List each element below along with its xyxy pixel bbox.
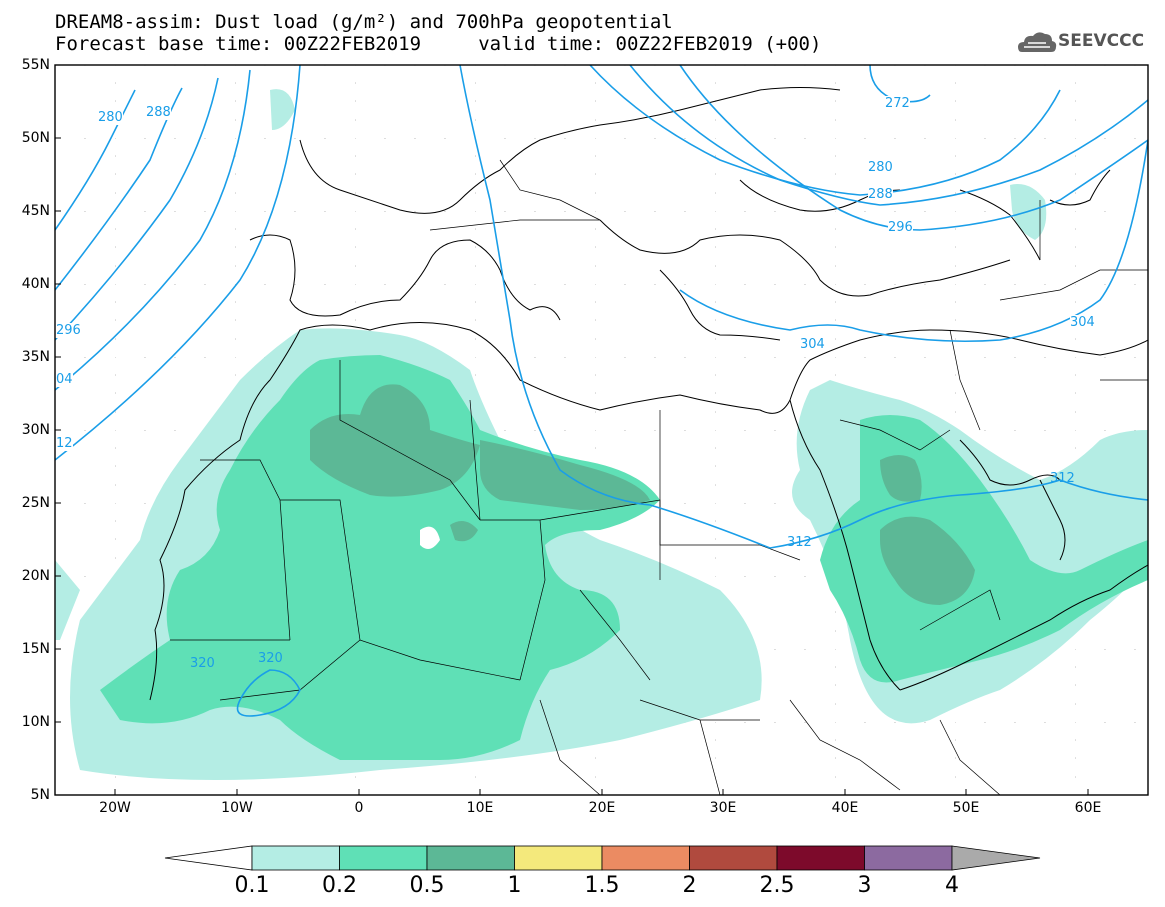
geopotential-contours: [55, 65, 1148, 717]
map-subtitle: Forecast base time: 00Z22FEB2019 valid t…: [55, 33, 822, 55]
lon-label: 20W: [99, 800, 131, 816]
colorbar-segment: [951, 845, 1041, 871]
lat-label: 50N: [21, 130, 50, 146]
lon-label: 60E: [1074, 800, 1102, 816]
colorbar-segment: [601, 845, 690, 871]
coastlines: [149, 87, 1148, 701]
contour-label: 312: [1050, 471, 1075, 486]
contour-label: 320: [258, 651, 283, 666]
lat-label: 55N: [21, 57, 50, 73]
lat-label: 30N: [21, 422, 50, 438]
colorbar-segment: [251, 845, 340, 871]
colorbar-label: 0.5: [409, 873, 445, 898]
colorbar-segment: [339, 845, 428, 871]
map-title: DREAM8-assim: Dust load (g/m²) and 700hP…: [55, 11, 673, 33]
cloud-logo-icon: [1018, 32, 1057, 52]
dust-layer-high: [310, 384, 975, 605]
lat-label: 5N: [30, 787, 50, 803]
colorbar-segment: [164, 845, 253, 871]
colorbar-label: 4: [945, 873, 959, 898]
colorbar-segment: [514, 845, 603, 871]
contour-label: 280: [868, 160, 893, 175]
contour-label: 04: [56, 372, 73, 387]
lon-label: 0: [354, 800, 364, 816]
lat-label: 40N: [21, 276, 50, 292]
colorbar-segment: [689, 845, 778, 871]
colorbar: [164, 845, 1041, 871]
colorbar-segment: [864, 845, 953, 871]
logo-text: SEEVCCC: [1058, 31, 1145, 51]
lat-label: 20N: [21, 568, 50, 584]
contour-label: 280: [98, 110, 123, 125]
contour-label: 288: [868, 187, 893, 202]
lat-label: 25N: [21, 495, 50, 511]
colorbar-label: 2: [682, 873, 697, 898]
axis-ticks: [55, 137, 1089, 795]
lon-label: 50E: [952, 800, 980, 816]
lat-label: 45N: [21, 203, 50, 219]
contour-label: 296: [888, 220, 913, 235]
colorbar-label: 1: [507, 873, 522, 898]
lon-label: 10W: [221, 800, 253, 816]
contour-label: 296: [56, 323, 81, 338]
colorbar-segment: [776, 845, 865, 871]
contour-label: 12: [56, 436, 73, 451]
contour-label: 288: [146, 105, 171, 120]
lon-label: 40E: [831, 800, 859, 816]
lon-label: 10E: [466, 800, 494, 816]
lat-label: 15N: [21, 641, 50, 657]
contour-label: 304: [1070, 315, 1095, 330]
colorbar-label: 0.2: [322, 873, 357, 898]
lon-label: 30E: [709, 800, 737, 816]
colorbar-label: 2.5: [759, 873, 795, 898]
colorbar-label: 0.1: [234, 873, 270, 898]
contour-label: 272: [885, 96, 910, 111]
colorbar-label: 3: [857, 873, 872, 898]
lat-label: 35N: [21, 349, 50, 365]
colorbar-label: 1.5: [584, 873, 620, 898]
contour-label: 304: [800, 337, 825, 352]
contour-label: 312: [787, 535, 812, 550]
contour-label: 320: [190, 656, 215, 671]
map-plot-area: [55, 65, 1148, 795]
lat-label: 10N: [21, 714, 50, 730]
lon-label: 20E: [588, 800, 616, 816]
colorbar-segment: [426, 845, 515, 871]
